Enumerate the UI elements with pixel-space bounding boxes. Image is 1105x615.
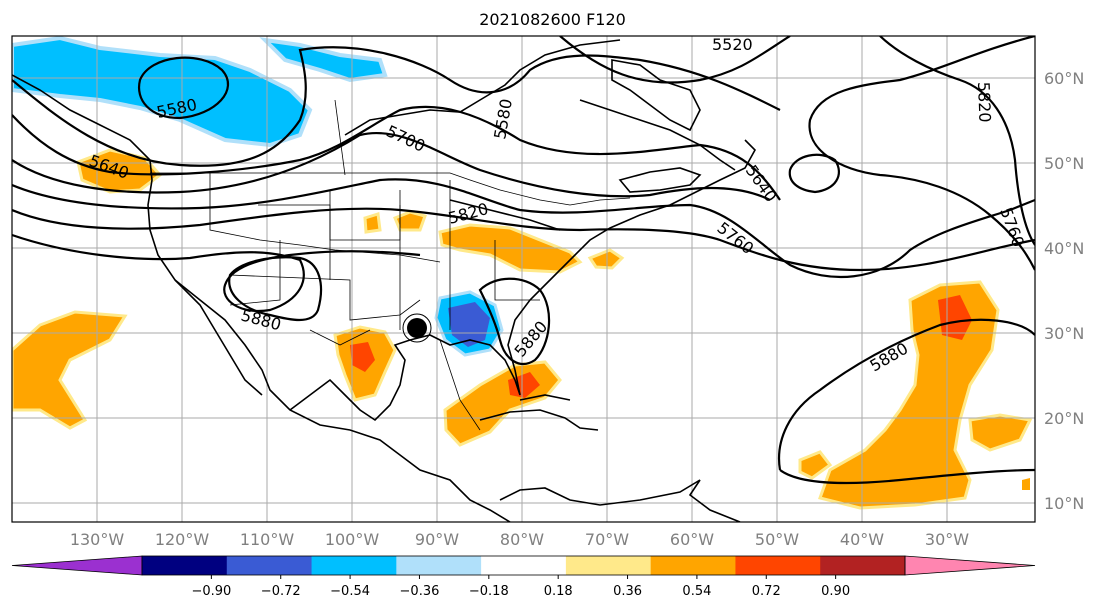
lon-label: 100°W bbox=[325, 530, 380, 549]
colorbar-outline bbox=[141, 555, 906, 576]
lon-label: 40°W bbox=[840, 530, 884, 549]
colorbar-segment bbox=[481, 556, 567, 575]
colorbar-tick-label: −0.36 bbox=[400, 584, 440, 599]
lon-label: 60°W bbox=[670, 530, 714, 549]
lon-label: 80°W bbox=[500, 530, 544, 549]
colorbar-segment bbox=[735, 556, 821, 575]
colorbar: −0.90 −0.72 −0.54 −0.36 −0.18 0.18 0.36 0.54 0.7… bbox=[11, 555, 1036, 599]
lat-label: 10°N bbox=[1044, 494, 1084, 513]
lon-label: 50°W bbox=[755, 530, 799, 549]
colorbar-tick-label: 0.36 bbox=[613, 584, 642, 599]
contour-label: 5820 bbox=[974, 81, 994, 122]
colorbar-segment bbox=[226, 556, 313, 575]
colorbar-segment bbox=[650, 556, 736, 575]
lon-label: 120°W bbox=[155, 530, 210, 549]
lat-label: 60°N bbox=[1044, 69, 1084, 88]
colorbar-segment bbox=[904, 555, 1036, 576]
coastlines bbox=[12, 39, 756, 522]
lon-label: 130°W bbox=[70, 530, 125, 549]
lon-label: 30°W bbox=[925, 530, 969, 549]
colorbar-tick-label: 0.72 bbox=[752, 584, 781, 599]
colorbar-tick-label: −0.90 bbox=[191, 584, 231, 599]
colorbar-segment bbox=[396, 556, 482, 575]
storm-center-ring bbox=[402, 313, 432, 343]
map-title: 2021082600 F120 bbox=[479, 10, 626, 29]
colorbar-tick-label: −0.54 bbox=[330, 584, 370, 599]
colorbar-segment bbox=[11, 555, 143, 576]
blue-anomaly-nw bbox=[12, 36, 313, 148]
lat-label: 40°N bbox=[1044, 239, 1084, 258]
lat-label: 30°N bbox=[1044, 324, 1084, 343]
colorbar-tick-label: −0.72 bbox=[261, 584, 301, 599]
lon-label: 70°W bbox=[585, 530, 629, 549]
storm-center-marker bbox=[407, 318, 427, 338]
latitude-axis: 60°N 50°N 40°N 30°N 20°N 10°N bbox=[1044, 69, 1084, 513]
lon-label: 110°W bbox=[240, 530, 295, 549]
colorbar-segment bbox=[565, 556, 652, 575]
colorbar-tick-label: −0.18 bbox=[469, 584, 509, 599]
colorbar-segment bbox=[142, 556, 228, 575]
lon-label: 90°W bbox=[415, 530, 459, 549]
lat-label: 20°N bbox=[1044, 409, 1084, 428]
lat-label: 50°N bbox=[1044, 154, 1084, 173]
orange-anomaly-atlantic bbox=[818, 280, 1000, 510]
colorbar-tick-label: 0.90 bbox=[821, 584, 850, 599]
longitude-axis: 130°W 120°W 110°W 100°W 90°W 80°W 70°W 6… bbox=[70, 530, 969, 549]
colorbar-tick-label: 0.54 bbox=[682, 584, 711, 599]
colorbar-segment bbox=[311, 556, 397, 575]
contour-label: 5520 bbox=[712, 35, 753, 54]
colorbar-ticks: −0.90 −0.72 −0.54 −0.36 −0.18 0.18 0.36 0.54 0.7… bbox=[191, 575, 850, 599]
orange-anomaly-pnw bbox=[76, 148, 163, 194]
colorbar-segments bbox=[11, 555, 1036, 576]
map-border bbox=[11, 35, 1036, 523]
colorbar-segment bbox=[820, 556, 906, 575]
height-contours bbox=[12, 36, 1035, 485]
colorbar-tick-label: 0.18 bbox=[544, 584, 573, 599]
borders bbox=[150, 99, 631, 431]
